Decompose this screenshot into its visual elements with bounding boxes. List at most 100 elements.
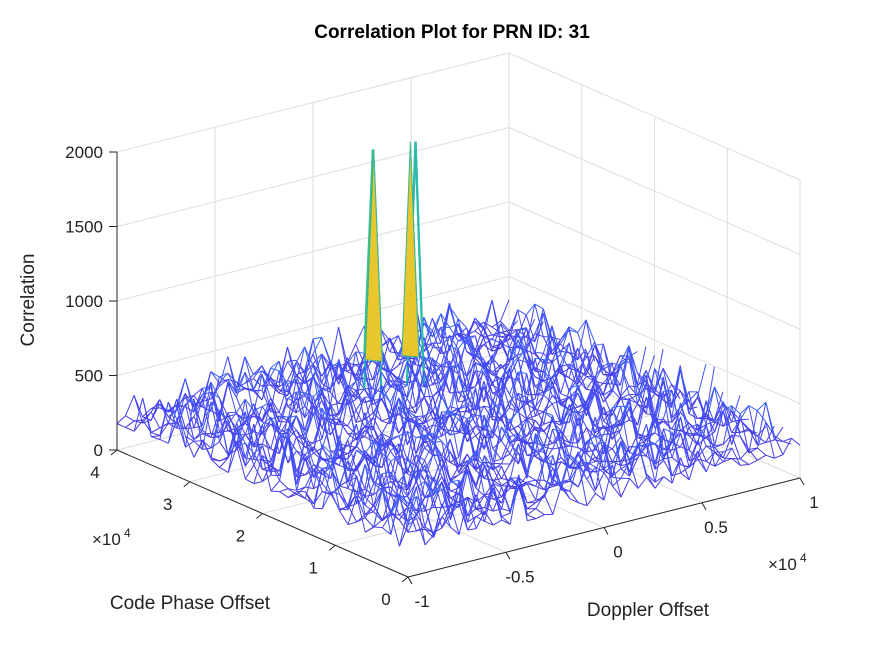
surface-segment [236,427,246,444]
surface-segment [560,404,570,431]
surface-segment [654,443,665,461]
surface-segment [467,516,477,531]
surface-segment [133,419,144,432]
surface-segment [218,397,229,417]
surface-segment [416,496,426,507]
surface-segment [423,375,434,388]
surface-segment [431,313,442,338]
surface-segment [406,361,417,380]
surface-segment [568,363,579,389]
surface-segment [449,344,459,351]
surface-segment [525,303,536,348]
surface-segment [628,406,639,434]
surface-segment [382,527,392,535]
surface-segment [432,466,443,496]
x-tick-label: 0 [613,543,622,562]
surface-segment [458,497,468,505]
surface-segment [569,445,579,448]
svg-text:4: 4 [800,551,807,565]
surface-segment [406,417,417,461]
surface-segment [535,494,545,509]
surface-segment [731,419,741,433]
surface-segment [424,442,434,461]
surface-segment [440,335,451,367]
surface-segment [381,488,392,512]
surface-segment [151,431,160,437]
surface-segment [739,436,750,450]
surface-segment [534,313,544,334]
surface-segment [577,447,587,455]
z-tick-label: 500 [75,367,103,386]
surface-segment [329,412,340,424]
surface-segment [287,398,297,404]
surface-segment [381,452,392,496]
surface-segment [517,327,527,331]
surface-segment [466,336,476,356]
surface-segment [560,397,570,401]
surface-segment [492,462,502,465]
surface-segment [535,435,545,481]
surface-segment [603,441,613,463]
surface-segment [415,486,426,527]
surface-segment [321,444,332,454]
surface-segment [304,454,315,471]
surface-segment [501,516,511,525]
surface-segment [278,370,289,385]
surface-segment [645,355,655,382]
surface-segment [748,428,758,446]
surface-segment [278,389,288,393]
surface-segment [253,365,263,375]
surface-segment [441,411,451,413]
surface-segment [296,450,306,456]
surface-segment [356,492,366,506]
surface-segment [389,438,400,465]
surface-segment [432,440,443,456]
surface-segment [517,393,528,419]
surface-segment [474,349,485,367]
surface-segment [594,466,605,501]
surface-segment [500,368,510,379]
surface-segment [500,320,510,332]
surface-segment [517,392,527,399]
surface-segment [339,504,349,512]
surface-segment [364,526,375,533]
surface-segment [381,514,392,528]
surface-segment [295,391,306,431]
surface-segment [585,376,596,390]
surface-segment [278,346,288,388]
surface-segment [612,405,621,409]
surface-segment [594,380,604,396]
surface-segment [227,372,237,391]
surface-segment [313,447,323,454]
surface-segment [270,416,280,433]
surface-segment [270,397,280,422]
surface-segment [491,354,502,403]
surface-segment [611,355,621,375]
surface-segment [381,418,391,434]
surface-segment [748,447,758,451]
chart-title: Correlation Plot for PRN ID: 31 [314,22,590,43]
surface-segment [432,357,442,390]
surface-segment [355,388,365,391]
surface-segment [543,494,554,515]
surface-segment [568,404,579,443]
surface-segment [407,508,417,519]
surface-segment [312,374,323,401]
surface-segment [688,424,699,451]
surface-segment [330,412,340,417]
surface-segment [423,384,433,388]
surface-segment [330,491,340,511]
surface-segment [500,376,510,380]
surface-segment [347,492,357,510]
surface-segment [654,434,664,445]
surface-segment [611,389,621,400]
surface-segment [441,516,451,528]
surface-segment [330,361,340,368]
surface-segment [458,460,468,467]
surface-segment [518,477,528,521]
surface-segment [423,370,434,397]
surface-segment [330,403,340,421]
surface-segment [534,303,544,310]
surface-segment [373,473,383,507]
surface-segment [484,487,494,522]
